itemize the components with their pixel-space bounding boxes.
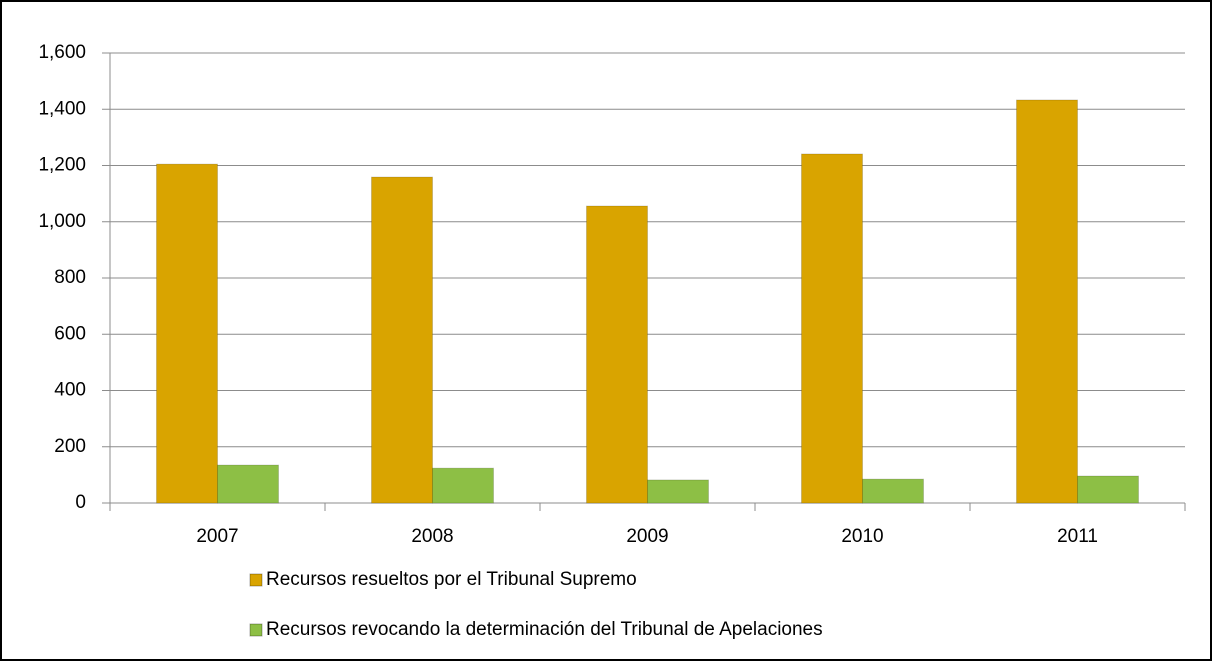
- x-tick-label: 2007: [196, 526, 238, 547]
- y-tick-label: 200: [54, 436, 86, 457]
- bar: [862, 478, 924, 504]
- y-tick-label: 1,400: [38, 98, 86, 119]
- bar: [647, 479, 709, 504]
- legend-label: Recursos revocando la determinación del …: [266, 619, 823, 640]
- y-tick-label: 1,000: [38, 211, 86, 232]
- bar: [1077, 475, 1139, 504]
- bar: [1016, 99, 1078, 504]
- y-tick-label: 1,600: [38, 42, 86, 63]
- y-tick-label: 400: [54, 380, 86, 401]
- bar: [371, 176, 433, 504]
- bar: [156, 163, 218, 504]
- bar: [801, 153, 863, 504]
- bar: [586, 205, 648, 504]
- y-tick-label: 800: [54, 267, 86, 288]
- y-tick-label: 1,200: [38, 155, 86, 176]
- y-tick-label: 0: [75, 492, 86, 513]
- x-tick-label: 2010: [841, 526, 883, 547]
- legend-label: Recursos resueltos por el Tribunal Supre…: [266, 569, 637, 590]
- bar: [217, 464, 279, 504]
- legend-swatch: [249, 623, 263, 637]
- x-tick-label: 2009: [626, 526, 668, 547]
- y-tick-label: 600: [54, 323, 86, 344]
- legend-swatch: [249, 573, 263, 587]
- x-tick-label: 2011: [1057, 526, 1098, 547]
- x-tick-label: 2008: [411, 526, 453, 547]
- bar: [432, 467, 494, 504]
